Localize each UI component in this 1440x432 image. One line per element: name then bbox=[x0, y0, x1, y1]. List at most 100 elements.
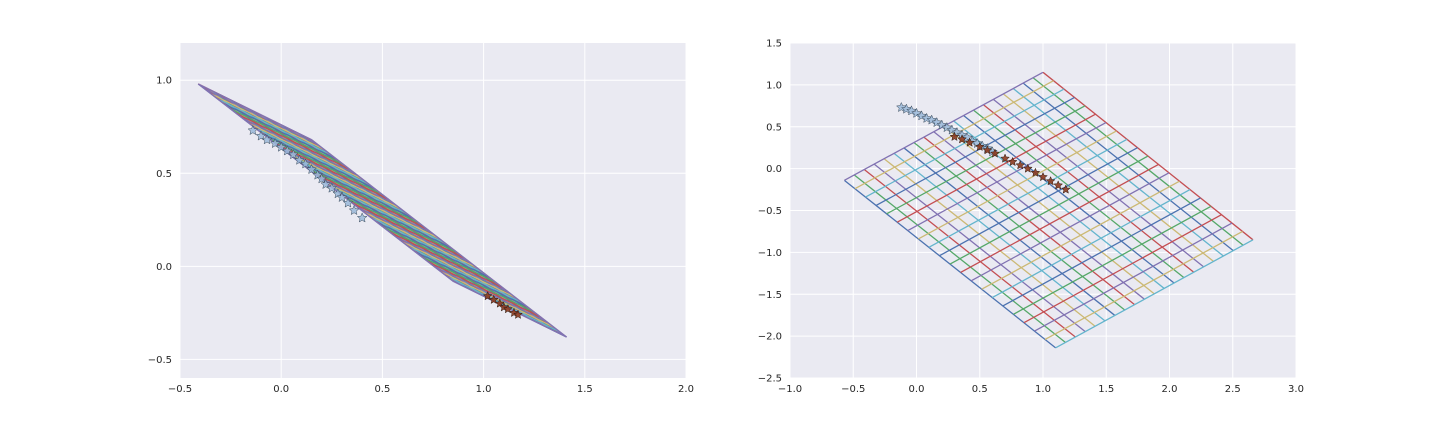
scatter-point-dark bbox=[502, 303, 513, 314]
mesh-line bbox=[1023, 214, 1222, 324]
surface-line bbox=[389, 231, 504, 289]
scatter-point-light bbox=[356, 212, 368, 223]
x-tick-label: 1.0 bbox=[476, 384, 492, 395]
mesh-line bbox=[1055, 239, 1254, 349]
surface-outline bbox=[197, 83, 568, 338]
x-tick-label: 1.0 bbox=[1035, 384, 1051, 395]
surface-line bbox=[357, 206, 472, 264]
surface-line bbox=[363, 211, 478, 269]
surface-line bbox=[319, 177, 433, 235]
scatter-point-dark bbox=[1007, 156, 1018, 167]
x-tick-label: 1.5 bbox=[1098, 384, 1114, 395]
scatter-point-light bbox=[348, 204, 360, 216]
scatter-point-dark bbox=[1030, 167, 1041, 177]
x-tick-label: −1.0 bbox=[778, 384, 802, 395]
surface-line bbox=[242, 117, 357, 175]
surface-line bbox=[299, 162, 414, 220]
scatter-point-light bbox=[316, 173, 328, 184]
y-tick-label: −2.5 bbox=[758, 374, 782, 385]
scatter-point-light bbox=[261, 134, 273, 145]
x-tick-label: 2.5 bbox=[1225, 384, 1241, 395]
surface-line bbox=[325, 182, 440, 239]
scatter-point-dark bbox=[974, 141, 985, 152]
x-tick-label: 0.0 bbox=[273, 384, 289, 395]
y-tick-label: −2.0 bbox=[758, 332, 782, 343]
mesh-line bbox=[886, 105, 1086, 215]
mesh-line bbox=[1034, 222, 1233, 332]
scatter-point-light bbox=[287, 149, 299, 160]
mesh-line bbox=[1013, 205, 1212, 315]
scatter-point-light bbox=[336, 191, 348, 203]
surface-line bbox=[421, 256, 535, 313]
mesh-line bbox=[970, 172, 1170, 282]
x-tick-label: 2.0 bbox=[1162, 384, 1178, 395]
y-tick-label: 1.0 bbox=[766, 80, 782, 91]
mesh-line bbox=[981, 180, 1180, 290]
grid bbox=[179, 43, 687, 378]
surface-line bbox=[408, 246, 523, 304]
y-tick-label: 0.0 bbox=[156, 262, 172, 273]
left-panel: −0.5 0.0 0.5 1.0 1.5 2.0 −0.5 0.0 0.5 1.0 bbox=[148, 43, 694, 395]
x-tick-label: −0.5 bbox=[841, 384, 865, 395]
scatter-point-dark bbox=[1038, 171, 1048, 182]
surface-line bbox=[350, 201, 465, 259]
surface-line bbox=[204, 88, 319, 146]
surface-line bbox=[344, 196, 459, 254]
surface-line bbox=[210, 93, 325, 151]
right-panel: −1.0 −0.5 0.0 0.5 1.0 1.5 2.0 2.5 3.0 −2.5 −2.0 −1.… bbox=[758, 39, 1304, 396]
scatter-point-dark bbox=[1000, 153, 1010, 163]
mesh-line bbox=[896, 113, 1096, 223]
surface-line bbox=[217, 98, 331, 156]
x-tick-label: 0.5 bbox=[972, 384, 988, 395]
scatter-point-light bbox=[300, 158, 311, 169]
surface-line bbox=[427, 260, 542, 318]
x-tick-label: −0.5 bbox=[168, 384, 192, 395]
scatter-point-dark bbox=[1015, 160, 1026, 170]
y-tick-label: 0.5 bbox=[156, 169, 172, 180]
surface-line bbox=[370, 216, 484, 274]
y-tick-label: −0.5 bbox=[758, 206, 782, 217]
scatter-point-light bbox=[281, 145, 293, 156]
surface-line bbox=[376, 221, 491, 279]
scatter-point-dark bbox=[990, 148, 1000, 158]
mesh-line bbox=[939, 147, 1138, 257]
y-tick-label: −0.5 bbox=[148, 355, 172, 366]
mesh-line bbox=[928, 138, 1128, 248]
scatter-point-light bbox=[294, 154, 305, 165]
x-tick-label: 1.5 bbox=[577, 384, 593, 395]
scatter-point-dark bbox=[964, 137, 975, 147]
mesh-line bbox=[918, 130, 1117, 240]
surface-line bbox=[414, 251, 529, 309]
mesh-line bbox=[949, 155, 1149, 265]
mesh-line bbox=[960, 163, 1159, 274]
scatter-point-light bbox=[275, 141, 287, 152]
y-tick-label: 1.5 bbox=[766, 39, 782, 50]
scatter-point-dark bbox=[488, 294, 499, 304]
mesh-line bbox=[875, 96, 1075, 207]
y-tick-label: 0.0 bbox=[766, 164, 782, 175]
scatter-points bbox=[895, 101, 1071, 194]
surface-line bbox=[433, 265, 548, 323]
scatter-point-light bbox=[320, 178, 332, 190]
scatter-point-light bbox=[255, 130, 267, 141]
y-tick-label: 0.5 bbox=[766, 122, 782, 133]
scatter-point-dark bbox=[494, 298, 505, 308]
scatter-point-dark bbox=[1060, 184, 1071, 194]
surface-line bbox=[223, 103, 338, 161]
mesh-line bbox=[1044, 230, 1243, 341]
scatter-point-light bbox=[306, 163, 317, 175]
scatter-point-dark bbox=[513, 309, 523, 319]
x-tick-label: 2.0 bbox=[678, 384, 694, 395]
scatter-point-dark bbox=[957, 134, 967, 144]
scatter-point-light bbox=[269, 137, 281, 149]
scatter-points bbox=[247, 124, 523, 319]
mesh-line bbox=[907, 121, 1107, 232]
surface-line bbox=[401, 241, 516, 299]
scatter-point-dark bbox=[982, 145, 993, 155]
plot-area bbox=[180, 43, 686, 378]
scatter-point-dark bbox=[949, 131, 960, 141]
scatter-point-light bbox=[342, 197, 354, 208]
x-tick-label: 0.0 bbox=[909, 384, 925, 395]
surface-line bbox=[312, 172, 427, 230]
